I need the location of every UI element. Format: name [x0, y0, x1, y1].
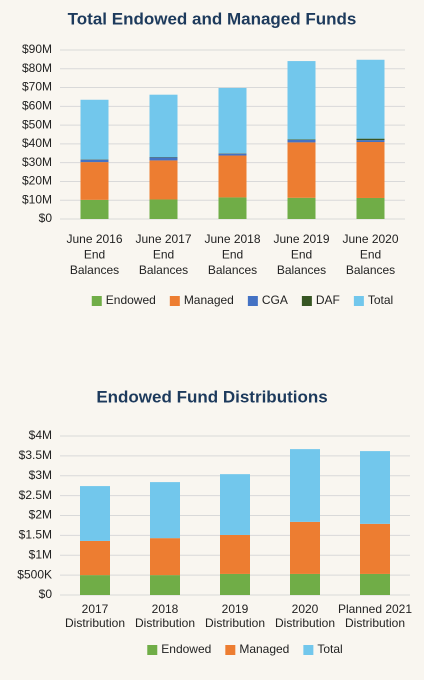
y-tick-label: $1M [29, 547, 52, 561]
legend-label: Managed [184, 293, 234, 307]
bar-segment [149, 160, 178, 200]
x-tick-label: 2017 Distribution [65, 602, 125, 630]
chart: Total Endowed and Managed Funds $0 $10M $20… [22, 9, 405, 307]
x-tick-label: June 2019 End Balances [273, 232, 329, 277]
legend-label: Total [368, 293, 393, 307]
y-tick-label: $10M [22, 192, 52, 206]
bar-segment [287, 139, 316, 140]
y-tick-label: $0 [39, 587, 53, 601]
x-tick-label: 2018 Distribution [135, 602, 195, 630]
legend-swatch [247, 296, 258, 306]
y-tick-label: $50M [22, 117, 52, 131]
legend-swatch [225, 645, 236, 655]
x-tick-label: June 2017 End Balances [135, 232, 191, 277]
bar-segment [360, 451, 390, 524]
legend-label: Endowed [106, 293, 156, 307]
legend-label: Endowed [161, 642, 211, 656]
legend: Endowed Managed Total [147, 642, 343, 656]
bar-segment [218, 153, 247, 156]
bar-segment [290, 449, 320, 522]
bar-segment [287, 197, 316, 219]
legend: Endowed Managed CGA DAF Total [91, 293, 393, 307]
bar-segment [356, 138, 385, 141]
bar-segment [80, 159, 109, 163]
bar-segment [80, 575, 110, 595]
y-tick-label: $4M [29, 428, 52, 442]
x-tick-label: Planned 2021 Distribution [338, 602, 412, 630]
chart-title: Total Endowed and Managed Funds [68, 9, 357, 28]
bar-segment [80, 199, 109, 219]
bar-segment [356, 140, 385, 143]
y-tick-label: $2.5M [19, 488, 52, 502]
bar-segment [360, 523, 390, 574]
bar-segment [287, 142, 316, 198]
x-tick-label: June 2020 End Balances [342, 232, 398, 277]
y-tick-label: $70M [22, 80, 52, 94]
bar-segment [149, 94, 178, 158]
y-tick-label: $20M [22, 174, 52, 188]
bar-segment [360, 573, 390, 595]
bar-segment [218, 197, 247, 219]
legend-label: DAF [316, 293, 340, 307]
legend-swatch [91, 296, 102, 306]
bar-segment [149, 157, 178, 161]
bar-segment [218, 155, 247, 198]
x-tick-label: 2019 Distribution [205, 602, 265, 630]
y-tick-label: $30M [22, 155, 52, 169]
chart: Endowed Fund Distributions $0 $500K $1M $1.5… [17, 387, 412, 656]
bar-segment [356, 59, 385, 139]
bar-segment [218, 87, 247, 154]
legend-label: Total [317, 642, 342, 656]
bar-segment [80, 486, 110, 541]
bar-segment [150, 575, 180, 595]
bar-segment [150, 538, 180, 576]
legend-swatch [169, 296, 180, 306]
legend-label: Managed [239, 642, 289, 656]
bar-segment [290, 521, 320, 574]
y-tick-label: $500K [17, 567, 52, 581]
legend-swatch [301, 296, 312, 306]
x-tick-label: 2020 Distribution [275, 602, 335, 630]
y-tick-label: $3M [29, 468, 52, 482]
bar-segment [220, 474, 250, 535]
y-tick-label: $1.5M [19, 528, 52, 542]
legend-swatch [353, 296, 364, 306]
bar-segment [150, 482, 180, 539]
bar-segment [80, 162, 109, 200]
y-tick-label: $90M [22, 42, 52, 56]
y-tick-label: $0 [39, 211, 53, 225]
bar-segment [80, 99, 109, 160]
bar-segment [149, 199, 178, 219]
y-tick-label: $3.5M [19, 448, 52, 462]
bar-segment [287, 139, 316, 143]
y-tick-label: $60M [22, 99, 52, 113]
chart-title: Endowed Fund Distributions [96, 387, 327, 406]
legend-label: CGA [262, 293, 288, 307]
legend-swatch [147, 645, 158, 655]
y-tick-label: $40M [22, 136, 52, 150]
x-tick-label: June 2016 End Balances [66, 232, 122, 277]
bar-segment [220, 534, 250, 574]
bar-segment [290, 573, 320, 595]
x-tick-label: June 2018 End Balances [204, 232, 260, 277]
bar-segment [220, 573, 250, 595]
bar-segment [356, 197, 385, 219]
y-tick-label: $80M [22, 61, 52, 75]
y-tick-label: $2M [29, 508, 52, 522]
legend-swatch [303, 645, 314, 655]
bar-segment [287, 61, 316, 140]
bar-segment [80, 540, 110, 576]
bar-segment [356, 142, 385, 198]
